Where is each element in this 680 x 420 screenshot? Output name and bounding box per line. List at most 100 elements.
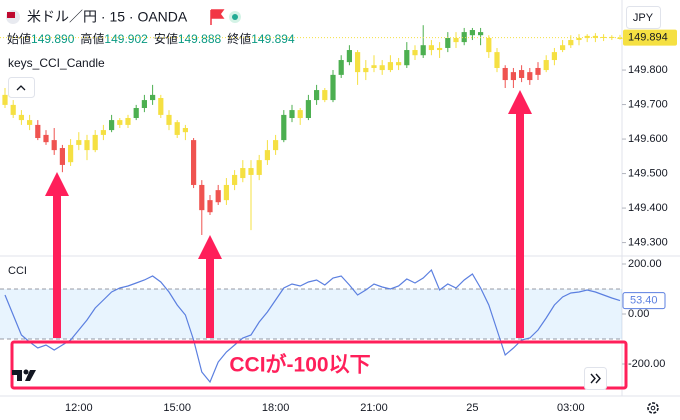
ohlc-value: 149.894 xyxy=(251,32,295,46)
candle-body xyxy=(584,35,590,38)
currency: JPY xyxy=(633,12,654,24)
candle-body xyxy=(346,50,352,63)
candle-body xyxy=(18,114,24,121)
ohlc-label: 高値 xyxy=(80,31,104,46)
candle-body xyxy=(2,94,8,105)
candle-body xyxy=(166,114,172,125)
candle-body xyxy=(289,110,295,119)
candle-body xyxy=(527,72,533,81)
logo-part xyxy=(23,369,29,375)
flag-icon xyxy=(7,12,15,18)
candle-body xyxy=(617,37,623,39)
ohlc-label: 安値 xyxy=(154,31,178,46)
ohlc-value: 149.890 xyxy=(31,32,75,46)
candle-body xyxy=(68,144,74,163)
x-tick-label: 18:00 xyxy=(262,402,290,414)
settings-icon[interactable] xyxy=(647,402,659,414)
candle-body xyxy=(445,37,451,48)
arrow xyxy=(198,235,222,338)
candle-body xyxy=(264,150,270,161)
cci-last-box xyxy=(622,292,666,310)
candle-body xyxy=(43,134,49,143)
y-tick-label: 149.500 xyxy=(628,167,668,179)
candle-body xyxy=(609,36,615,38)
candle-body xyxy=(100,130,106,135)
market-status xyxy=(232,14,238,20)
candle-body xyxy=(84,140,90,151)
candle-body xyxy=(158,97,164,115)
candle-body xyxy=(256,160,262,175)
candle-body xyxy=(322,90,328,101)
candle-body xyxy=(568,40,574,46)
candle-body xyxy=(543,60,549,71)
y-tick-label: 149.700 xyxy=(628,98,668,110)
candle-body xyxy=(133,108,139,119)
candle-body xyxy=(174,122,180,135)
candle-body xyxy=(330,74,336,101)
indicator-name: keys_CCI_Candle xyxy=(8,56,105,70)
candle-body xyxy=(486,37,492,53)
collapse-button[interactable] xyxy=(8,77,35,98)
cci-band xyxy=(0,289,622,339)
candle-body xyxy=(305,100,311,119)
collapse-icon xyxy=(16,85,26,91)
candle-body xyxy=(420,45,426,56)
x-tick-label: 25 xyxy=(466,402,478,414)
candle-body xyxy=(437,47,443,51)
ohlc-value: 149.902 xyxy=(104,32,148,46)
candle-body xyxy=(35,124,41,139)
candle-body xyxy=(371,65,377,68)
arrow xyxy=(45,172,69,338)
candle-body xyxy=(461,32,467,43)
ohlc-value: 149.888 xyxy=(178,32,222,46)
cci-title: CCI xyxy=(8,265,27,277)
y-tick-label: 149.400 xyxy=(628,202,668,214)
flag-marker[interactable] xyxy=(210,9,225,25)
candle-body xyxy=(141,100,147,109)
y-tick-label: 0.00 xyxy=(628,308,649,320)
x-tick-label: 15:00 xyxy=(163,402,191,414)
candle-body xyxy=(117,120,123,125)
candle-body xyxy=(338,60,344,75)
currency-button[interactable] xyxy=(626,6,661,29)
last-price-label: 149.894 xyxy=(628,32,668,44)
candle-body xyxy=(551,52,557,61)
candle-body xyxy=(109,120,115,131)
y-tick-label: 149.800 xyxy=(628,64,668,76)
candle-body xyxy=(560,45,566,51)
candle-body xyxy=(412,50,418,56)
candle-body xyxy=(223,184,229,201)
cci-line xyxy=(4,268,621,384)
last-price-box xyxy=(623,29,677,46)
candle-body xyxy=(281,114,287,141)
scroll-icon xyxy=(590,373,601,384)
logo-part xyxy=(12,370,22,381)
ohlc-row: 始値 149.890 高値 149.902 安値 149.888 終値 149.894 xyxy=(7,31,295,46)
x-tick-label: 21:00 xyxy=(360,402,388,414)
candle-body xyxy=(314,90,320,101)
candle-body xyxy=(297,110,303,119)
candle-body xyxy=(92,134,98,151)
candle-body xyxy=(215,190,221,203)
annotation-text: CCIが-100以下 xyxy=(229,353,370,377)
candle-body xyxy=(27,120,33,125)
candle-body xyxy=(576,37,582,41)
candle-body xyxy=(469,30,475,36)
candle-body xyxy=(51,140,57,151)
candle-body xyxy=(191,140,197,185)
annotation-box xyxy=(10,340,628,390)
tv-logo xyxy=(12,369,36,381)
candle-body xyxy=(76,140,82,145)
candle-body xyxy=(379,65,385,71)
candle-body xyxy=(10,104,16,115)
candle-body xyxy=(150,94,156,101)
candle-body xyxy=(592,35,598,38)
candle-body xyxy=(519,70,525,78)
arrow xyxy=(508,90,532,338)
candle-body xyxy=(494,52,500,68)
candle-body xyxy=(59,148,65,165)
x-tick-label: 03:00 xyxy=(557,402,585,414)
candle-body xyxy=(363,67,369,73)
symbol-title: 米ドル／円 · 15 · OANDA xyxy=(27,9,188,25)
